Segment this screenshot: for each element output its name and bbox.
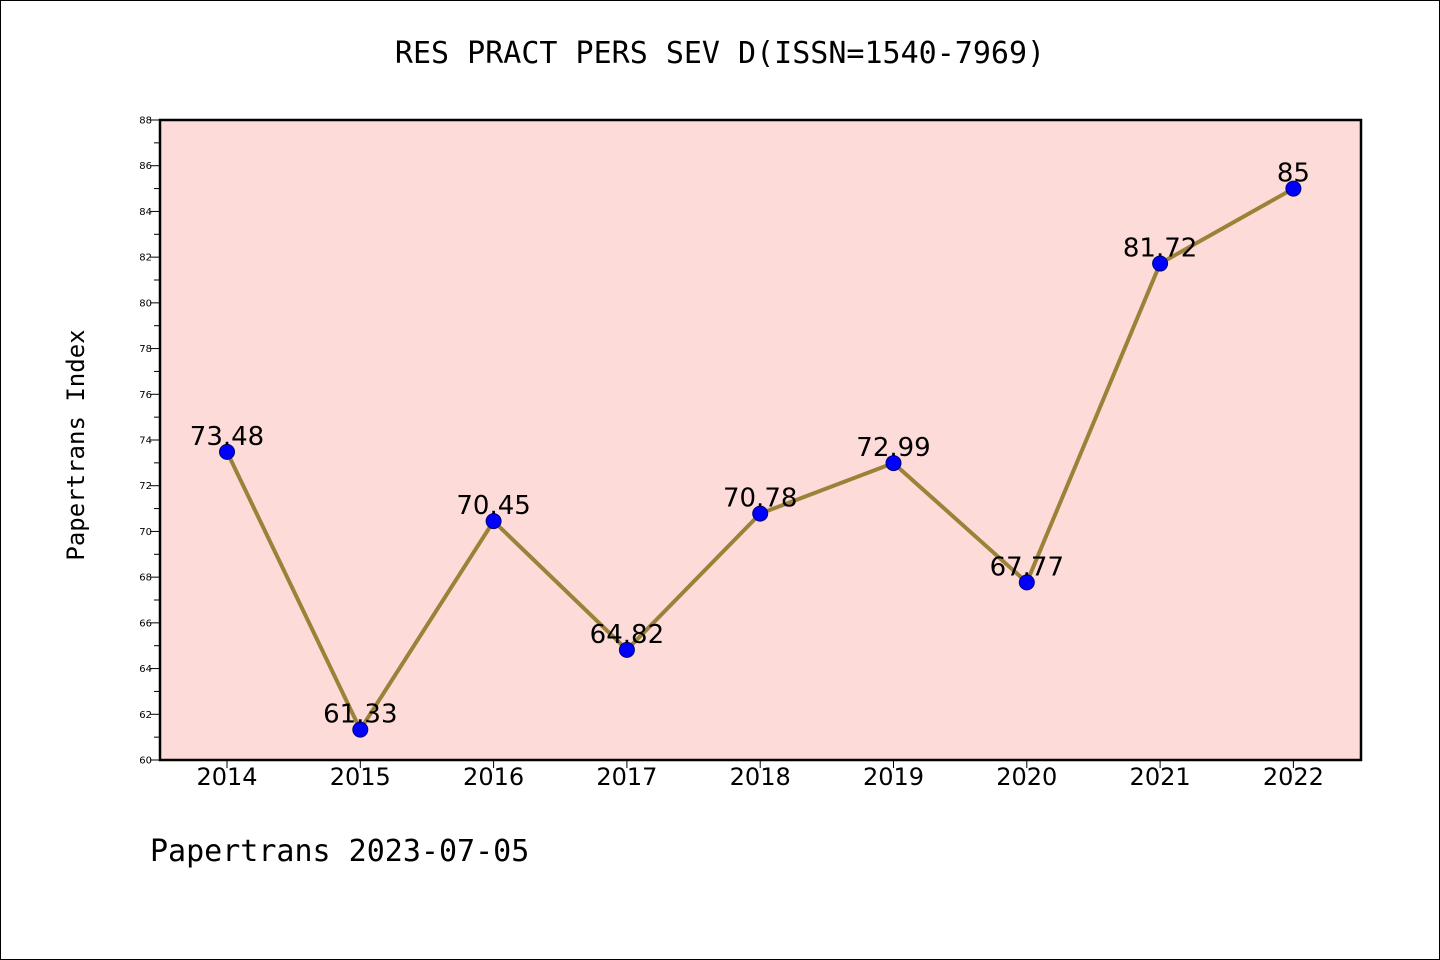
data-point-marker bbox=[485, 513, 502, 530]
data-label: 85 bbox=[1277, 159, 1310, 189]
data-label: 64.82 bbox=[590, 620, 664, 650]
x-tick-label: 2019 bbox=[863, 763, 924, 791]
y-tick-label: 70 bbox=[139, 527, 152, 538]
y-tick-label: 86 bbox=[139, 161, 152, 172]
data-point-marker bbox=[1152, 255, 1169, 272]
data-label: 72.99 bbox=[856, 433, 930, 463]
y-tick-label: 84 bbox=[139, 207, 152, 218]
x-tick-label: 2018 bbox=[730, 763, 791, 791]
data-label: 73.48 bbox=[190, 422, 264, 452]
y-tick-label: 62 bbox=[139, 710, 152, 721]
y-axis: 60 62 64 66 68 70 72 74 76 78 80 82 84 86 88 bbox=[139, 116, 160, 767]
y-tick-label: 78 bbox=[139, 344, 152, 355]
data-label: 81.72 bbox=[1123, 234, 1197, 264]
data-point-marker bbox=[219, 443, 235, 460]
data-label: 61.33 bbox=[323, 700, 397, 730]
y-tick-label: 88 bbox=[139, 116, 152, 127]
y-tick-label: 74 bbox=[139, 436, 152, 447]
x-tick-label: 2015 bbox=[330, 763, 391, 791]
y-tick-label: 82 bbox=[139, 253, 152, 264]
x-tick-label: 2021 bbox=[1130, 763, 1191, 791]
x-axis: 2014 2015 2016 2017 2018 2019 2020 2021 2022 bbox=[196, 760, 1324, 791]
plot-border bbox=[158, 118, 1363, 762]
y-tick-label: 80 bbox=[139, 298, 152, 309]
x-tick-label: 2016 bbox=[463, 763, 524, 791]
y-tick-label: 64 bbox=[139, 664, 152, 675]
y-tick-label: 66 bbox=[139, 618, 152, 629]
x-tick-label: 2020 bbox=[996, 763, 1057, 791]
data-label: 70.78 bbox=[723, 484, 797, 514]
y-tick-label: 68 bbox=[139, 573, 152, 584]
chart-title: RES PRACT PERS SEV D(ISSN=1540-7969) bbox=[394, 36, 1046, 71]
data-point-marker bbox=[618, 641, 635, 658]
data-label: 70.45 bbox=[456, 491, 530, 521]
y-tick-label: 76 bbox=[139, 390, 152, 401]
data-point-marker bbox=[1018, 574, 1035, 591]
data-point-marker bbox=[885, 455, 902, 472]
footer-date-text: Papertrans 2023-07-05 bbox=[150, 834, 530, 869]
data-label: 67.77 bbox=[990, 552, 1064, 582]
x-tick-label: 2014 bbox=[196, 763, 257, 791]
data-point-marker bbox=[352, 721, 369, 738]
plot-area bbox=[160, 120, 1361, 760]
series-layer: 73.48 61.33 70.45 64.82 70.78 72.99 67.77 81.72… bbox=[190, 159, 1310, 738]
data-point-marker bbox=[1285, 180, 1302, 197]
y-tick-label: 72 bbox=[139, 481, 152, 492]
y-tick-label: 60 bbox=[139, 756, 152, 767]
x-tick-label: 2022 bbox=[1263, 763, 1324, 791]
data-point-marker bbox=[752, 505, 769, 522]
x-tick-label: 2017 bbox=[596, 763, 657, 791]
